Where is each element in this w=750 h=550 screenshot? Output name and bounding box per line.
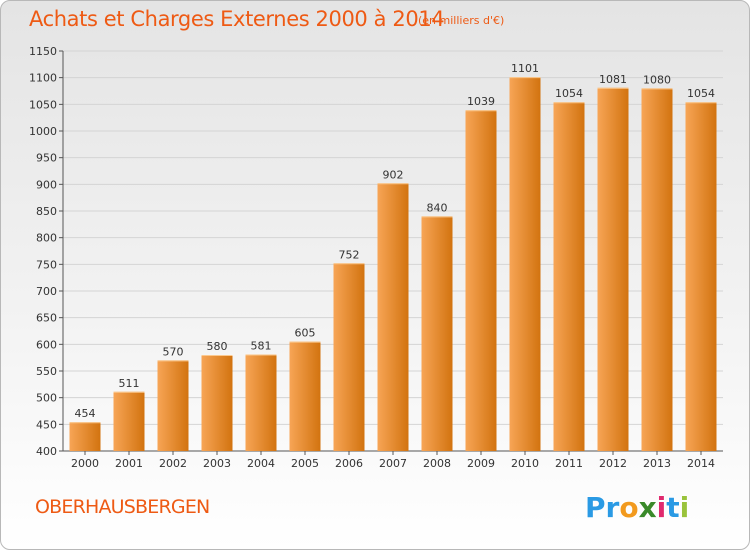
y-tick-labels: 400 450 500 550 600 650 700 750 800 850 900 950 1000… xyxy=(29,45,57,458)
y-tick-label: 700 xyxy=(36,285,57,298)
data-label: 840 xyxy=(427,201,448,214)
x-tick-label: 2001 xyxy=(115,457,143,470)
x-tick-label: 2007 xyxy=(379,457,407,470)
bar-2007 xyxy=(377,183,409,451)
bar-2011 xyxy=(553,102,585,451)
chart-subtitle: (en milliers d'€) xyxy=(418,14,505,27)
proxiti-logo: Proxiti xyxy=(584,490,689,524)
data-label: 1101 xyxy=(511,62,539,75)
logo-letter: x xyxy=(639,491,657,524)
logo-letter: t xyxy=(666,491,679,524)
data-label: 580 xyxy=(207,340,228,353)
y-tick-label: 650 xyxy=(36,312,57,325)
x-tick-label: 2006 xyxy=(335,457,363,470)
logo-letter: i xyxy=(657,491,667,524)
y-tick-label: 900 xyxy=(36,178,57,191)
y-tick-label: 950 xyxy=(36,152,57,165)
data-labels: 454 511 570 580 581 605 752 902 840 1039 1101 1054 1… xyxy=(75,62,716,420)
y-tick-label: 1050 xyxy=(29,98,57,111)
data-label: 511 xyxy=(119,377,140,390)
y-tick-label: 400 xyxy=(36,445,57,458)
chart-title: Achats et Charges Externes 2000 à 2014 xyxy=(29,7,445,31)
y-tick-label: 450 xyxy=(36,418,57,431)
bar-2003 xyxy=(201,355,233,451)
x-tick-label: 2014 xyxy=(687,457,715,470)
data-label: 1054 xyxy=(687,87,715,100)
y-tick-label: 500 xyxy=(36,392,57,405)
y-tick-label: 1100 xyxy=(29,72,57,85)
data-label: 752 xyxy=(339,248,360,261)
data-label: 1054 xyxy=(555,87,583,100)
data-label: 1080 xyxy=(643,73,671,86)
place-name: OBERHAUSBERGEN xyxy=(35,496,210,518)
y-tick-label: 1150 xyxy=(29,45,57,58)
bar-2013 xyxy=(641,88,673,451)
data-label: 581 xyxy=(251,339,272,352)
x-tick-label: 2012 xyxy=(599,457,627,470)
bar-2014 xyxy=(685,102,717,451)
logo-letter: P xyxy=(585,491,606,524)
data-label: 570 xyxy=(163,345,184,358)
bar-2001 xyxy=(113,391,145,451)
bar-2006 xyxy=(333,263,365,451)
bar-2000 xyxy=(69,422,101,451)
logo-letter: o xyxy=(619,491,638,524)
x-tick-label: 2010 xyxy=(511,457,539,470)
bar-2004 xyxy=(245,354,277,451)
x-tick-labels: 2000 2001 2002 2003 2004 2005 2006 2007 2008 2009… xyxy=(71,451,715,470)
data-label: 902 xyxy=(383,168,404,181)
data-label: 1081 xyxy=(599,73,627,86)
x-tick-label: 2002 xyxy=(159,457,187,470)
bar-2009 xyxy=(465,110,497,451)
y-tick-label: 550 xyxy=(36,365,57,378)
x-tick-label: 2013 xyxy=(643,457,671,470)
y-tick-label: 600 xyxy=(36,338,57,351)
x-tick-label: 2005 xyxy=(291,457,319,470)
x-tick-label: 2009 xyxy=(467,457,495,470)
bar-2002 xyxy=(157,360,189,451)
bar-2010 xyxy=(509,77,541,451)
data-label: 1039 xyxy=(467,95,495,108)
logo-text: Proxiti xyxy=(585,491,689,524)
y-tick-label: 750 xyxy=(36,258,57,271)
bars xyxy=(69,77,717,452)
data-label: 605 xyxy=(295,327,316,340)
y-tick-label: 850 xyxy=(36,205,57,218)
bar-chart: 400 450 500 550 600 650 700 750 800 850 900 950 1000… xyxy=(29,45,723,470)
bar-2005 xyxy=(289,341,321,451)
y-tick-label: 800 xyxy=(36,232,57,245)
x-tick-label: 2003 xyxy=(203,457,231,470)
bar-2008 xyxy=(421,216,453,451)
x-tick-label: 2004 xyxy=(247,457,275,470)
x-tick-label: 2008 xyxy=(423,457,451,470)
y-tick-label: 1000 xyxy=(29,125,57,138)
x-tick-label: 2011 xyxy=(555,457,583,470)
x-tick-label: 2000 xyxy=(71,457,99,470)
data-label: 454 xyxy=(75,407,96,420)
logo-letter: r xyxy=(606,491,620,524)
logo-letter: i xyxy=(680,491,690,524)
bar-2012 xyxy=(597,87,629,452)
